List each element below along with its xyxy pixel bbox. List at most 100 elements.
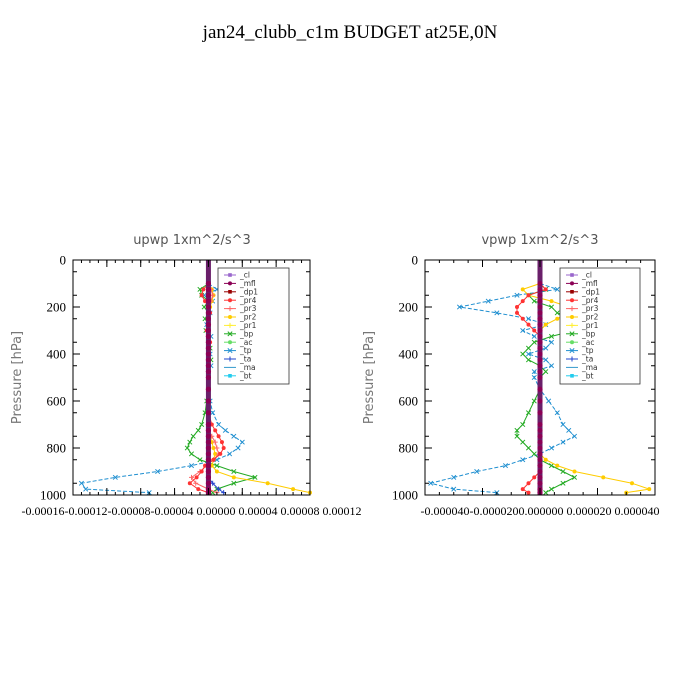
zero-line-marker <box>537 374 543 381</box>
marker <box>213 428 218 433</box>
marker <box>197 286 203 292</box>
marker <box>193 480 199 486</box>
zero-line-marker <box>205 351 212 357</box>
y-tick-label: 200 <box>47 300 67 315</box>
panel-title: vpwp 1xm^2/s^3 <box>481 233 598 248</box>
zero-line-marker <box>205 292 212 298</box>
zero-line-marker <box>537 322 543 328</box>
zero-line-marker <box>205 363 212 369</box>
marker <box>520 457 526 463</box>
y-tick-label: 200 <box>399 300 419 315</box>
marker <box>197 457 203 463</box>
figure-title: jan24_clubb_c1m BUDGET at25E,0N <box>202 22 498 43</box>
zero-line-marker <box>205 410 212 416</box>
zero-line-marker <box>537 286 543 292</box>
marker <box>195 427 201 433</box>
marker <box>212 439 218 445</box>
marker <box>531 339 537 345</box>
marker <box>222 427 228 433</box>
zero-line-marker <box>205 468 212 475</box>
marker <box>227 356 233 362</box>
marker <box>548 445 555 451</box>
marker <box>520 351 526 357</box>
marker <box>548 304 555 310</box>
marker <box>190 433 196 439</box>
y-axis-label: Pressure [hPa] <box>362 331 377 424</box>
marker <box>630 481 634 486</box>
marker <box>525 357 532 363</box>
marker <box>526 293 531 298</box>
y-tick-label: 0 <box>60 253 67 268</box>
legend-label: _ta <box>581 355 593 364</box>
zero-line-marker <box>205 398 212 404</box>
marker <box>571 474 578 480</box>
marker <box>228 374 232 378</box>
marker <box>571 433 578 439</box>
legend-label: _cl <box>581 271 592 280</box>
marker <box>572 469 577 474</box>
marker <box>569 348 575 354</box>
marker <box>199 293 204 298</box>
marker <box>83 486 89 492</box>
legend-label: _bp <box>239 329 254 338</box>
zero-line-marker <box>205 445 212 451</box>
zero-line-marker <box>205 374 212 381</box>
legend-box <box>559 267 641 385</box>
y-tick-label: 1000 <box>392 488 418 503</box>
marker <box>228 340 232 345</box>
marker <box>570 315 574 319</box>
zero-line-marker <box>537 292 543 298</box>
legend-label: _pr1 <box>581 321 599 330</box>
zero-line-marker <box>537 310 543 316</box>
y-tick-label: 400 <box>399 347 419 362</box>
marker <box>543 490 549 496</box>
marker <box>548 486 555 492</box>
marker <box>214 463 220 469</box>
legend-label: _pr1 <box>239 321 257 330</box>
marker <box>228 290 232 294</box>
zero-line-marker <box>537 327 543 334</box>
legend-label: _bt <box>581 371 594 380</box>
marker <box>560 480 566 486</box>
marker <box>532 475 537 480</box>
marker <box>525 345 532 351</box>
marker <box>520 327 526 334</box>
zero-line-marker <box>205 298 212 304</box>
marker <box>231 433 237 439</box>
marker <box>531 298 537 304</box>
marker <box>502 463 509 469</box>
marker <box>569 331 575 337</box>
marker <box>548 333 555 339</box>
marker <box>231 475 236 480</box>
zero-line-marker <box>205 280 212 287</box>
marker <box>214 469 219 474</box>
zero-line-marker <box>205 327 212 334</box>
marker <box>531 374 537 381</box>
y-tick-label: 600 <box>47 394 67 409</box>
marker <box>520 421 526 428</box>
marker <box>543 357 549 363</box>
marker <box>231 480 237 486</box>
zero-line-marker <box>205 439 212 445</box>
legend-label: _tp <box>239 346 252 355</box>
marker <box>211 446 216 450</box>
zero-line-marker <box>205 322 212 328</box>
vpwp-panel: vpwp 1xm^2/s^3 Pressure [hPa] 0 200 400 600 80… <box>362 233 660 518</box>
marker <box>216 486 222 492</box>
marker <box>525 351 532 357</box>
zero-line-marker <box>205 480 212 486</box>
legend-label: _pr2 <box>581 313 599 322</box>
marker <box>227 322 233 328</box>
marker <box>520 287 525 292</box>
zero-line-marker <box>205 357 212 363</box>
zero-line-marker <box>537 463 543 469</box>
legend: _cl_mfl_dp1_pr4_pr3_pr2_pr1_bp_ac_tp_ta_… <box>559 267 641 385</box>
marker <box>210 410 216 416</box>
marker <box>187 481 192 486</box>
zero-line-marker <box>537 421 543 428</box>
zero-line-marker <box>205 386 212 392</box>
series-pr3 <box>189 281 222 496</box>
zero-line-marker <box>537 468 543 475</box>
marker <box>543 345 549 351</box>
marker <box>78 480 85 486</box>
